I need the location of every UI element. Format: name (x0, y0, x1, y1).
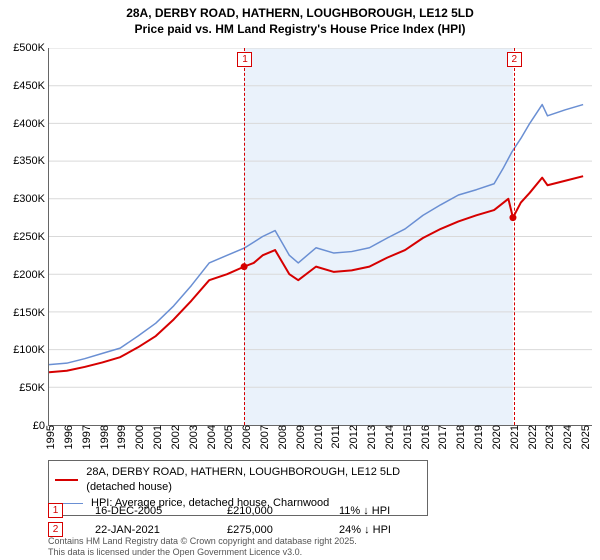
x-tick-label: 2024 (562, 425, 574, 449)
x-tick-label: 2018 (455, 425, 467, 449)
x-tick-label: 2017 (437, 425, 449, 449)
x-tick-label: 1995 (45, 425, 57, 449)
legend-label: 28A, DERBY ROAD, HATHERN, LOUGHBOROUGH, … (86, 465, 421, 496)
y-tick-label: £450K (13, 80, 45, 92)
transaction-row: 2 22-JAN-2021 £275,000 24% ↓ HPI (48, 522, 439, 537)
legend-item: 28A, DERBY ROAD, HATHERN, LOUGHBOROUGH, … (55, 465, 421, 496)
y-tick-label: £300K (13, 193, 45, 205)
copyright-line-1: Contains HM Land Registry data © Crown c… (48, 536, 357, 547)
transaction-marker: 1 (48, 503, 63, 518)
x-tick-label: 2022 (527, 425, 539, 449)
legend-swatch (55, 479, 78, 481)
x-tick-label: 2021 (509, 425, 521, 449)
transaction-price: £210,000 (227, 505, 307, 517)
y-tick-label: £150K (13, 307, 45, 319)
x-tick-label: 2016 (420, 425, 432, 449)
x-tick-label: 2015 (402, 425, 414, 449)
x-tick-label: 2025 (580, 425, 592, 449)
x-tick-label: 2023 (544, 425, 556, 449)
y-tick-label: £50K (19, 382, 45, 394)
transaction-pct: 11% ↓ HPI (339, 505, 439, 517)
y-tick-label: £200K (13, 269, 45, 281)
plot-svg (49, 48, 592, 425)
x-tick-label: 2004 (206, 425, 218, 449)
x-tick-label: 2012 (348, 425, 360, 449)
chart-container: 28A, DERBY ROAD, HATHERN, LOUGHBOROUGH, … (0, 0, 600, 560)
x-tick-label: 1998 (99, 425, 111, 449)
sale-marker-box: 1 (237, 52, 252, 67)
x-tick-label: 2003 (188, 425, 200, 449)
x-tick-label: 2008 (277, 425, 289, 449)
x-tick-label: 1996 (63, 425, 75, 449)
transactions-table: 1 16-DEC-2005 £210,000 11% ↓ HPI 2 22-JAN-202… (48, 503, 439, 541)
transaction-pct: 24% ↓ HPI (339, 524, 439, 536)
title-line-2: Price paid vs. HM Land Registry's House … (0, 22, 600, 38)
sale-marker-line (244, 48, 245, 425)
y-tick-label: £0 (33, 420, 45, 432)
x-tick-label: 1999 (116, 425, 128, 449)
x-tick-label: 2005 (223, 425, 235, 449)
copyright-line-2: This data is licensed under the Open Gov… (48, 547, 357, 558)
y-tick-label: £250K (13, 231, 45, 243)
plot-area: £0£50K£100K£150K£200K£250K£300K£350K£400… (48, 48, 592, 426)
x-tick-label: 2000 (134, 425, 146, 449)
sale-marker-line (514, 48, 515, 425)
x-tick-label: 2002 (170, 425, 182, 449)
x-tick-label: 2019 (473, 425, 485, 449)
transaction-marker: 2 (48, 522, 63, 537)
y-tick-label: £500K (13, 42, 45, 54)
sale-marker-box: 2 (507, 52, 522, 67)
y-tick-label: £350K (13, 155, 45, 167)
chart-title: 28A, DERBY ROAD, HATHERN, LOUGHBOROUGH, … (0, 0, 600, 37)
x-tick-label: 2010 (313, 425, 325, 449)
x-tick-label: 1997 (81, 425, 93, 449)
x-tick-label: 2001 (152, 425, 164, 449)
x-tick-label: 2013 (366, 425, 378, 449)
transaction-date: 16-DEC-2005 (95, 505, 195, 517)
x-tick-label: 2014 (384, 425, 396, 449)
copyright-notice: Contains HM Land Registry data © Crown c… (48, 536, 357, 558)
x-tick-label: 2009 (295, 425, 307, 449)
x-tick-label: 2011 (330, 425, 342, 449)
y-tick-label: £100K (13, 344, 45, 356)
y-tick-label: £400K (13, 118, 45, 130)
x-tick-label: 2007 (259, 425, 271, 449)
transaction-date: 22-JAN-2021 (95, 524, 195, 536)
title-line-1: 28A, DERBY ROAD, HATHERN, LOUGHBOROUGH, … (0, 6, 600, 22)
transaction-row: 1 16-DEC-2005 £210,000 11% ↓ HPI (48, 503, 439, 518)
transaction-price: £275,000 (227, 524, 307, 536)
x-tick-label: 2006 (241, 425, 253, 449)
x-tick-label: 2020 (491, 425, 503, 449)
